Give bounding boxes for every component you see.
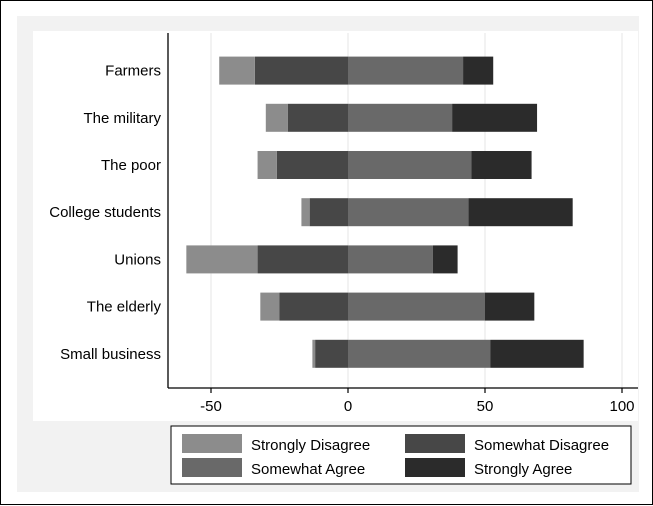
bar-strongly-agree: [471, 151, 532, 179]
bar-somewhat-agree: [348, 245, 433, 274]
legend-label: Strongly Agree: [474, 461, 572, 478]
x-tick-label: 0: [344, 398, 352, 415]
bar-somewhat-agree: [348, 151, 472, 179]
category-label: The poor: [101, 157, 161, 174]
legend-swatch: [405, 458, 465, 477]
x-tick-label: 50: [477, 398, 494, 415]
category-label: The military: [83, 110, 161, 127]
category-label: Small business: [60, 346, 161, 363]
bar-strongly-disagree: [219, 56, 255, 85]
bars-group: [186, 56, 584, 368]
bar-somewhat-agree: [348, 292, 485, 321]
bar-strongly-agree: [432, 245, 458, 274]
x-tick-labels: -50 0 50 100: [200, 398, 634, 415]
bar-somewhat-disagree: [254, 56, 348, 85]
category-label: College students: [49, 204, 161, 221]
bar-strongly-agree: [452, 103, 538, 132]
legend-swatch: [182, 434, 242, 453]
legend-box: [170, 425, 632, 485]
bar-strongly-agree: [490, 339, 584, 368]
legend-label: Somewhat Agree: [251, 461, 365, 478]
bar-strongly-agree: [463, 56, 494, 85]
bar-somewhat-agree: [348, 56, 464, 85]
bar-somewhat-disagree: [309, 198, 348, 227]
bar-strongly-disagree: [186, 245, 258, 274]
axes: [167, 33, 638, 393]
bar-strongly-disagree: [260, 292, 280, 321]
bar-somewhat-disagree: [276, 151, 348, 179]
bar-strongly-agree: [468, 198, 573, 227]
legend-label: Somewhat Disagree: [474, 437, 609, 454]
bar-somewhat-agree: [348, 339, 491, 368]
bar-somewhat-disagree: [287, 103, 348, 132]
bar-strongly-disagree: [265, 103, 288, 132]
legend-swatch: [182, 458, 242, 477]
legend-swatch: [405, 434, 465, 453]
category-label: The elderly: [87, 299, 162, 316]
x-tick-label: 100: [609, 398, 634, 415]
bar-somewhat-agree: [348, 198, 469, 227]
bar-strongly-agree: [485, 292, 535, 321]
legend: Strongly Disagree Somewhat Disagree Somewh…: [170, 425, 632, 485]
bar-somewhat-agree: [348, 103, 453, 132]
category-labels: Farmers The military The poor College stude…: [49, 63, 161, 363]
legend-label: Strongly Disagree: [251, 437, 370, 454]
category-label: Farmers: [105, 63, 161, 80]
bar-somewhat-disagree: [257, 245, 348, 274]
bar-somewhat-disagree: [315, 339, 348, 368]
category-label: Unions: [114, 251, 161, 268]
bar-somewhat-disagree: [279, 292, 348, 321]
bar-strongly-disagree: [257, 151, 277, 179]
bar-strongly-disagree: [312, 339, 316, 368]
bar-strongly-disagree: [301, 198, 310, 227]
x-tick-label: -50: [200, 398, 222, 415]
